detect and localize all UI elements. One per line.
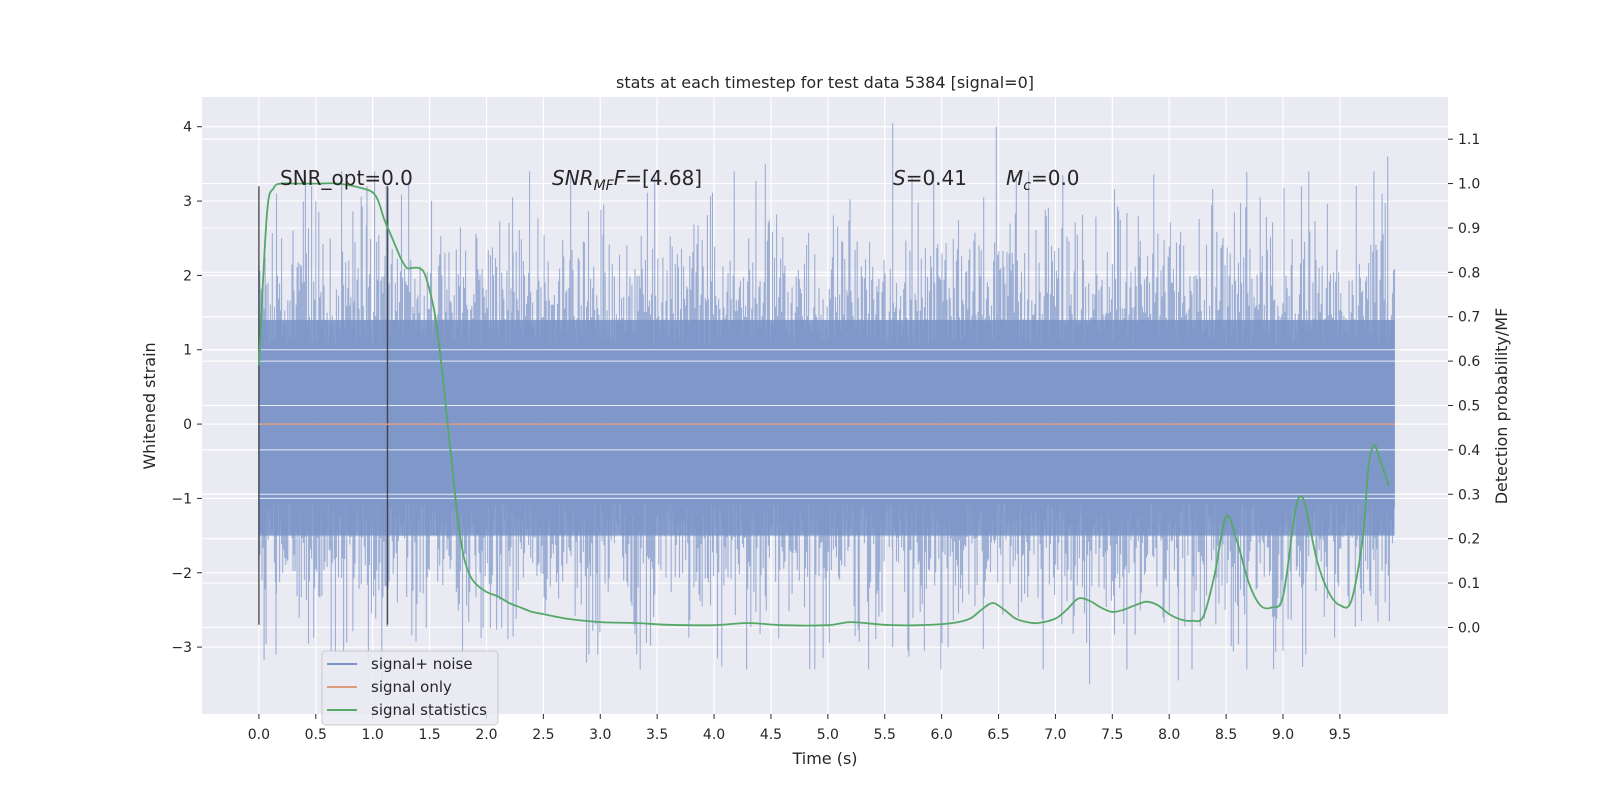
- y-axis-label-left: Whitened strain: [140, 342, 159, 469]
- y-right-tick-label-0.0: 0.0: [1458, 620, 1480, 636]
- y-right-tick-label-0.8: 0.8: [1458, 265, 1480, 281]
- y-right-tick-label-0.5: 0.5: [1458, 399, 1480, 415]
- legend-label-signal-only: signal only: [371, 678, 452, 696]
- annotation-snr-mf-value: =[4.68]: [625, 166, 702, 190]
- x-tick-label-8.5: 8.5: [1215, 727, 1237, 743]
- axes: 0.0 0.5 1.0 1.5 2.0 2.5 3.0 3.5 4.0 4.5 5.0 5.5 6.0 6…: [171, 120, 1480, 743]
- y-left-tick-label-1: 1: [183, 343, 192, 359]
- x-tick-label-1.5: 1.5: [418, 727, 440, 743]
- x-tick-label-0.5: 0.5: [305, 727, 327, 743]
- y-right-tick-label-0.4: 0.4: [1458, 443, 1480, 459]
- x-tick-label-3.5: 3.5: [646, 727, 668, 743]
- chart-title: stats at each timestep for test data 538…: [616, 73, 1034, 92]
- annotation-snr-mf-f: F: [614, 166, 626, 190]
- legend-box: [321, 650, 499, 726]
- x-tick-label-7.5: 7.5: [1101, 727, 1123, 743]
- x-tick-label-9.5: 9.5: [1329, 727, 1351, 743]
- annotation-snr-mf-label: SNR: [552, 166, 594, 190]
- x-tick-label-6.0: 6.0: [931, 727, 953, 743]
- x-tick-label-2.0: 2.0: [475, 727, 497, 743]
- y-right-tick-label-0.2: 0.2: [1458, 532, 1480, 548]
- annotation-snr-opt: SNR_opt=0.0: [280, 166, 413, 190]
- legend-label-signal-statistics: signal statistics: [371, 701, 487, 719]
- y-right-tick-label-1.0: 1.0: [1458, 177, 1480, 193]
- annotation-mc-sub: c: [1023, 178, 1031, 194]
- y-left-tick-label-2: 2: [183, 268, 192, 284]
- y-left-tick-label-0: 0: [183, 417, 192, 433]
- x-tick-label-5.0: 5.0: [817, 727, 839, 743]
- y-left-tick-label-4: 4: [183, 120, 192, 136]
- y-right-tick-label-0.3: 0.3: [1458, 487, 1480, 503]
- x-tick-label-7.0: 7.0: [1044, 727, 1066, 743]
- series-signal-statistics: [258, 182, 1390, 627]
- legend: signal+ noise signal only signal statist…: [321, 650, 499, 726]
- annotation-snr-mf-sub: MF: [594, 178, 615, 194]
- annotation-s-label: S: [893, 166, 906, 190]
- y-left-tick-label--3: −3: [171, 640, 192, 656]
- x-tick-label-5.5: 5.5: [874, 727, 896, 743]
- y-left-tick-label-3: 3: [183, 194, 192, 210]
- x-tick-label-6.5: 6.5: [987, 727, 1009, 743]
- y-axis-label-right: Detection probability/MF: [1492, 308, 1511, 505]
- x-tick-label-3.0: 3.0: [589, 727, 611, 743]
- annotation-s: S=0.41: [893, 166, 967, 190]
- annotation-mc-label: M: [1006, 166, 1023, 190]
- annotation-mc: Mc=0.0: [1006, 166, 1080, 194]
- x-tick-label-4.0: 4.0: [703, 727, 725, 743]
- y-right-tick-label-0.9: 0.9: [1458, 221, 1480, 237]
- y-right-tick-label-1.1: 1.1: [1458, 132, 1480, 148]
- x-tick-label-4.5: 4.5: [760, 727, 782, 743]
- y-left-tick-label--2: −2: [171, 566, 192, 582]
- signal-statistics-line: [258, 182, 1390, 627]
- vertical-markers: [258, 186, 389, 625]
- annotation-snr-mf: SNRMFF=[4.68]: [552, 166, 702, 194]
- noise-core-band: [258, 320, 1395, 536]
- y-right-tick-label-0.7: 0.7: [1458, 310, 1480, 326]
- annotation-mc-value: =0.0: [1031, 166, 1080, 190]
- x-tick-label-9.0: 9.0: [1272, 727, 1294, 743]
- annotation-s-value: =0.41: [906, 166, 967, 190]
- x-axis-label: Time (s): [791, 749, 857, 768]
- x-tick-label-8.0: 8.0: [1158, 727, 1180, 743]
- x-tick-label-1.0: 1.0: [362, 727, 384, 743]
- legend-label-signal-noise: signal+ noise: [371, 655, 473, 673]
- y-right-tick-label-0.6: 0.6: [1458, 354, 1480, 370]
- y-right-tick-label-0.1: 0.1: [1458, 576, 1480, 592]
- x-tick-label-0.0: 0.0: [248, 727, 270, 743]
- x-tick-label-2.5: 2.5: [532, 727, 554, 743]
- y-left-tick-label--1: −1: [171, 491, 192, 507]
